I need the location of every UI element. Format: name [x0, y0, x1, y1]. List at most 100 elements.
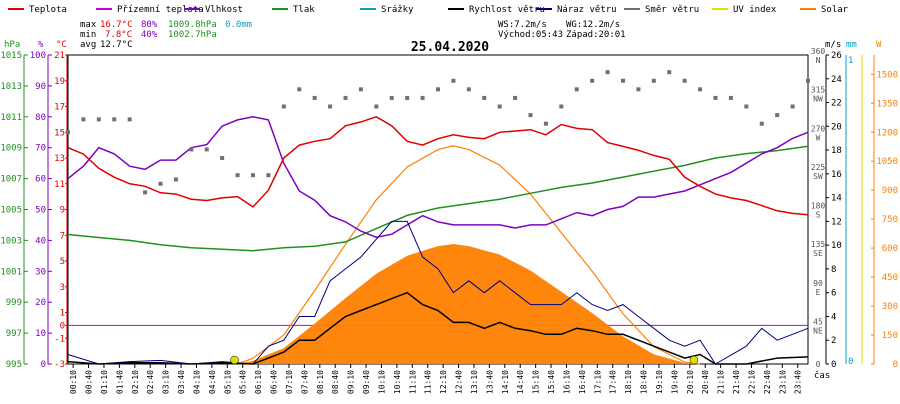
x-tick-label: 20:10: [686, 370, 695, 394]
wind-direction-point: [374, 104, 379, 109]
humidity-tick-label: 50: [35, 206, 46, 216]
x-tick-label: 01:10: [100, 370, 109, 394]
legend-label: UV index: [733, 5, 777, 15]
wind-direction-point: [482, 95, 487, 100]
stats-block: max 16.7°C 80% 1009.8hPa 0.0mm min 7.8°C…: [80, 20, 626, 50]
x-tick-label: 05:10: [223, 370, 232, 394]
x-tick-label: 08:40: [331, 370, 340, 394]
wind-direction-point: [759, 121, 764, 126]
stat-max-temp: 16.7°C: [100, 20, 133, 30]
chart-title: 25.04.2020: [411, 40, 489, 55]
humidity-tick-label: 30: [35, 267, 46, 277]
direction-compass-label: SW: [813, 172, 823, 181]
humidity-tick-label: 20: [35, 298, 46, 308]
humidity-tick-label: 80: [35, 113, 46, 123]
x-tick-label: 19:10: [655, 370, 664, 394]
pressure-tick-label: 1015: [0, 51, 22, 61]
wind-direction-point: [251, 173, 255, 178]
plot-area: 1015101310111009100710051003100199999799…: [0, 47, 898, 394]
pressure-tick-label: 995: [6, 360, 22, 370]
x-tick-label: 04:10: [192, 370, 201, 394]
wind-direction-point: [713, 95, 718, 100]
wind-direction-point: [466, 87, 471, 92]
rain-tick-label: 0: [848, 357, 853, 367]
x-tick-label: 03:40: [177, 370, 186, 394]
temperature-tick-label: 3: [60, 283, 65, 293]
pressure-tick-label: 1005: [0, 206, 22, 216]
wind-direction-point: [127, 117, 132, 122]
stat-max-hum: 80%: [141, 20, 158, 30]
x-tick-label: 19:40: [670, 370, 679, 394]
wind-direction-point: [266, 173, 271, 178]
x-axis-label: čas: [814, 370, 830, 381]
legend-label: Náraz větru: [557, 5, 617, 15]
direction-compass-label: W: [816, 133, 821, 142]
temperature-tick-label: 7: [60, 231, 65, 241]
wind-direction-point: [574, 87, 579, 92]
x-tick-label: 04:40: [208, 370, 217, 394]
wind-direction-point: [81, 117, 86, 122]
solar-tick-label: 600: [882, 244, 898, 254]
x-tick-label: 22:40: [763, 370, 772, 394]
stat-sunrise: Východ:05:43: [498, 30, 563, 40]
pressure-tick-label: 1011: [0, 113, 22, 123]
wind-tick-label: 22: [831, 99, 842, 109]
wind-direction-point: [204, 147, 209, 152]
pressure-line: [67, 145, 809, 252]
temperature-tick-label: 15: [54, 128, 65, 138]
direction-tick-label: 315: [811, 86, 826, 95]
wind-direction-point: [698, 87, 703, 92]
direction-compass-label: SE: [813, 249, 823, 258]
solar-tick-label: 450: [882, 273, 898, 283]
humidity-tick-label: 40: [35, 236, 46, 246]
temperature-tick-label: -3: [54, 360, 65, 370]
x-tick-label: 17:10: [593, 370, 602, 394]
x-tick-label: 11:10: [408, 370, 417, 394]
wind-direction-point: [590, 78, 595, 83]
temperature-line: [67, 115, 809, 216]
legend-label: Teplota: [29, 5, 67, 15]
wind-tick-label: 4: [831, 312, 836, 322]
wind-direction-point: [143, 190, 148, 195]
solar-tick-label: 900: [882, 186, 898, 196]
x-tick-label: 16:40: [578, 370, 587, 394]
legend-label: Přízemní teplota: [117, 5, 204, 15]
wind-direction-point: [790, 104, 795, 109]
pressure-tick-label: 1013: [0, 82, 22, 92]
humidity-tick-label: 10: [35, 329, 46, 339]
wind-direction-point: [405, 95, 410, 100]
wind-direction-point: [513, 95, 518, 100]
wind-direction-point: [358, 87, 363, 92]
wind-unit-label: m/s: [825, 40, 841, 50]
wind-direction-point: [682, 78, 687, 83]
wind-direction-point: [605, 70, 610, 75]
wind-tick-label: 14: [831, 194, 842, 204]
wind-direction-point: [744, 104, 749, 109]
wind-direction-point: [775, 113, 780, 118]
x-tick-label: 18:40: [640, 370, 649, 394]
wind-tick-label: 8: [831, 265, 836, 275]
direction-compass-label: NW: [813, 95, 823, 104]
uv-marker: [689, 355, 699, 365]
humidity-tick-label: 60: [35, 175, 46, 185]
wind-direction-point: [806, 78, 810, 83]
temperature-tick-label: 19: [54, 77, 65, 87]
wind-tick-label: 10: [831, 241, 842, 251]
x-tick-label: 20:40: [701, 370, 710, 394]
wind-direction-point: [451, 78, 456, 83]
x-tick-label: 21:40: [732, 370, 741, 394]
wind-direction-point: [281, 104, 286, 109]
stat-min-label: min: [80, 30, 96, 40]
wind-tick-label: 6: [831, 289, 836, 299]
humidity-tick-label: 0: [41, 360, 46, 370]
wind-direction-point: [543, 121, 548, 126]
wind-gust-line: [67, 220, 809, 365]
rain-unit-label: mm: [846, 40, 857, 50]
pressure-tick-label: 1007: [0, 175, 22, 185]
direction-tick-label: 270: [811, 124, 826, 133]
uv-marker: [230, 355, 239, 365]
x-tick-label: 03:10: [162, 370, 171, 394]
solar-tick-label: 1050: [876, 157, 898, 167]
temperature-tick-label: 0: [60, 321, 65, 331]
